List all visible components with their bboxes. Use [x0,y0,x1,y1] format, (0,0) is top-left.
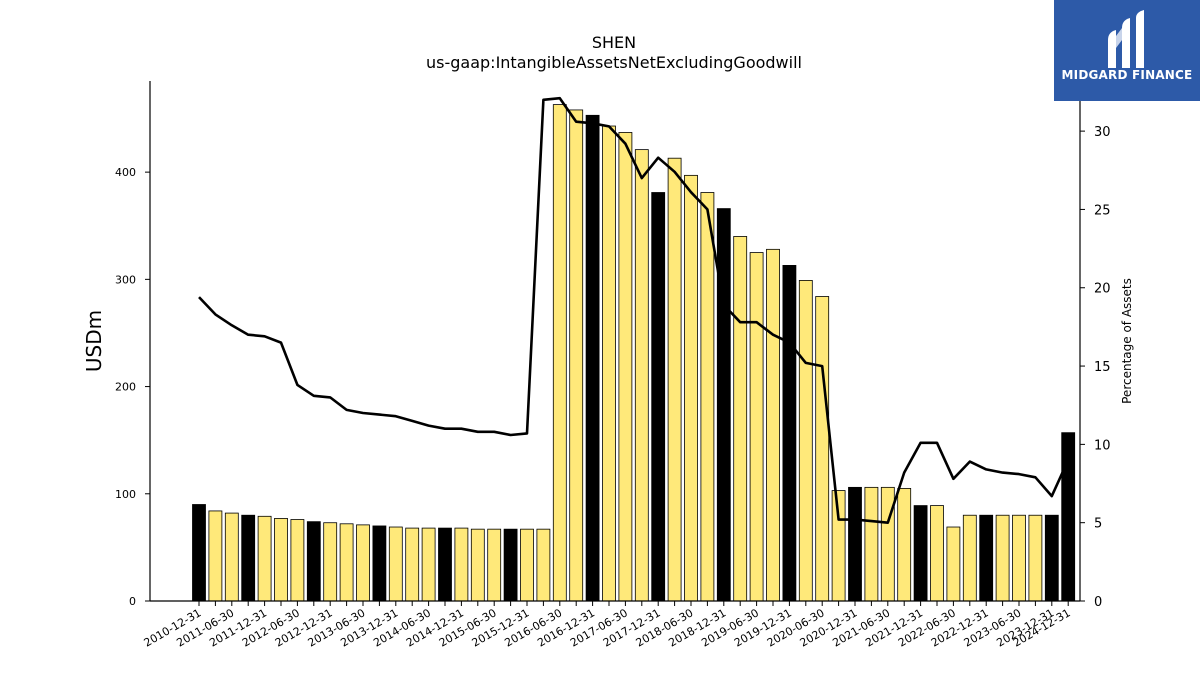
bar [552,104,567,602]
bar [585,114,600,602]
bar [684,174,698,602]
bar [749,252,764,602]
bar [798,280,813,602]
bar [880,486,895,602]
bar [651,192,666,602]
y2-tick-label: 15 [1094,360,1111,375]
percentage-line [198,96,1070,525]
bar [388,526,403,602]
bar [487,528,502,602]
logo-mark-icon [1108,10,1144,68]
y2-tick-label: 10 [1094,438,1111,453]
bar [716,208,731,602]
bar [913,505,928,602]
bar [962,514,977,602]
bar [864,486,879,602]
y-tick-label: 200 [115,381,136,394]
bar [520,528,534,602]
bar [618,132,633,602]
bar [290,519,305,602]
y2-tick-label: 25 [1094,203,1111,218]
bar [241,514,256,602]
bar [339,523,354,602]
bar [1061,432,1076,602]
bar [405,527,420,602]
logo-text: MIDGARD FINANCE [1061,68,1193,82]
bar [946,526,961,602]
bar [930,505,944,602]
bar [995,514,1010,602]
y-tick-label: 0 [129,595,136,608]
y2-tick-label: 30 [1094,125,1111,140]
bar [1028,514,1043,602]
bar [979,514,994,602]
bar [782,265,797,602]
bar [421,527,436,602]
bar [1044,514,1059,602]
bar [733,236,748,602]
bar [897,488,912,602]
bar [306,521,321,602]
y-axis-label: USDm [82,310,106,372]
bar [766,248,780,602]
bar [356,524,370,602]
bar [192,504,206,602]
bar [257,515,272,602]
bar [831,490,846,602]
bar [848,486,862,602]
midgard-finance-logo: MIDGARD FINANCE [1054,0,1200,101]
y2-axis-label: Percentage of Assets [1120,278,1134,404]
bar [372,525,387,602]
bar [323,522,338,602]
y-tick-label: 300 [115,273,136,286]
bar [274,518,288,602]
bar [224,512,239,602]
bar [1012,514,1026,602]
y2-tick-label: 0 [1094,595,1102,610]
bar [454,527,469,602]
bar [602,125,616,602]
bar [667,157,682,602]
bar [815,296,830,602]
bar [634,149,649,602]
y-tick-label: 400 [115,166,136,179]
bar [700,192,715,602]
bar [208,510,223,602]
y2-tick-label: 5 [1094,517,1102,532]
bar [536,528,551,602]
chart-subtitle: us-gaap:IntangibleAssetsNetExcludingGood… [426,53,802,72]
y-tick-label: 100 [115,488,136,501]
plot-area: 01002003004000510152025302010-12-312011-… [115,81,1111,650]
bar [470,528,485,602]
chart-title: SHEN [592,33,636,52]
bar [569,109,584,602]
bar [438,527,452,602]
bar [503,528,518,602]
y2-tick-label: 20 [1094,282,1111,297]
